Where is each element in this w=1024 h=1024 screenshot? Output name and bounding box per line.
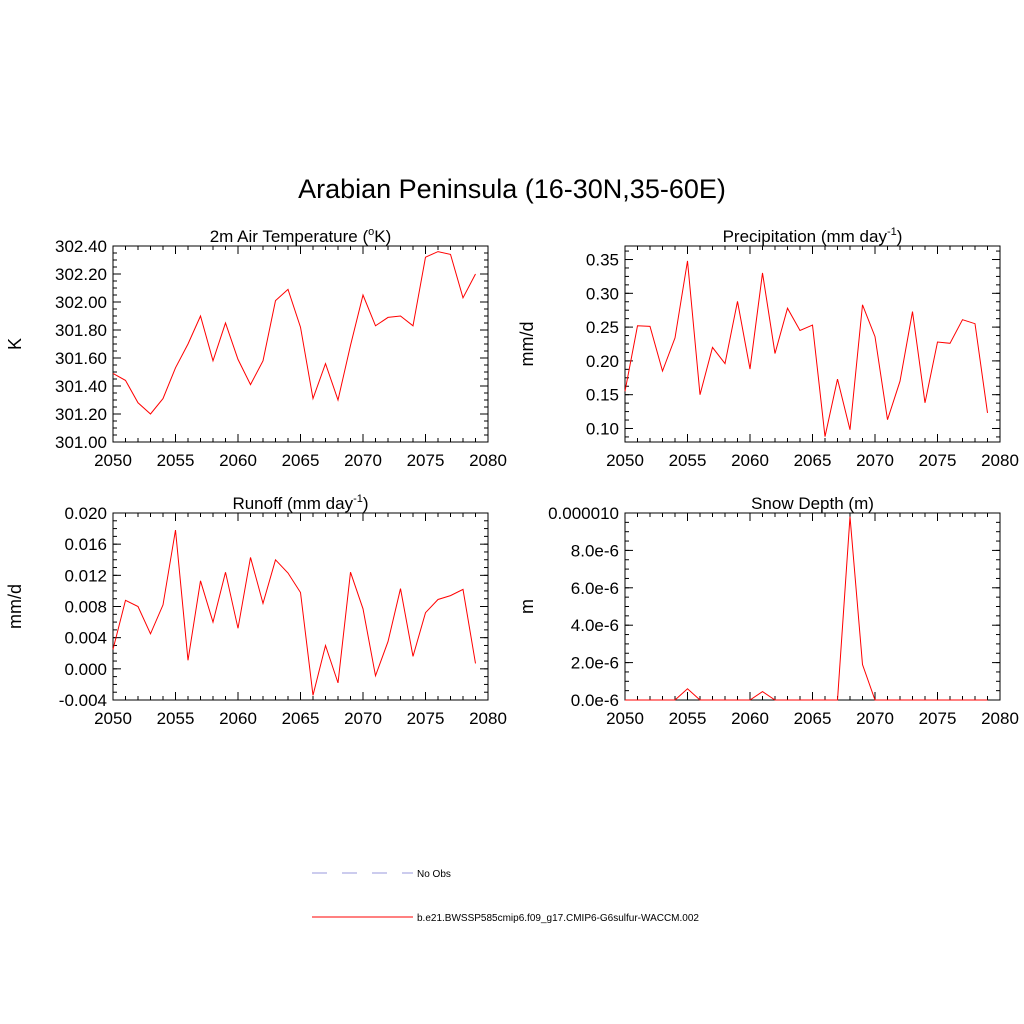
snow-depth-x-tick-label: 2050 xyxy=(606,709,644,728)
precipitation-x-tick-label: 2050 xyxy=(606,451,644,470)
air-temperature-y-tick-label: 301.40 xyxy=(55,377,107,396)
precipitation-y-tick-label: 0.10 xyxy=(586,419,619,438)
runoff-y-axis-label: mm/d xyxy=(5,584,25,629)
air-temperature-y-tick-label: 301.00 xyxy=(55,433,107,452)
snow-depth-y-tick-label: 2.0e-6 xyxy=(571,654,619,673)
legend: No Obs b.e21.BWSSP585cmip6.f09_g17.CMIP6… xyxy=(312,869,699,924)
runoff-y-tick-label: 0.016 xyxy=(64,535,107,554)
snow-depth-series-line xyxy=(625,516,988,701)
runoff-y-tick-label: 0.008 xyxy=(64,598,107,617)
legend-label-model-run: b.e21.BWSSP585cmip6.f09_g17.CMIP6-G6sulf… xyxy=(417,913,699,924)
runoff-x-tick-label: 2080 xyxy=(469,709,507,728)
precipitation-plot-frame xyxy=(624,245,1001,443)
precipitation-y-tick-label: 0.30 xyxy=(586,284,619,303)
runoff-x-tick-label: 2075 xyxy=(407,709,445,728)
snow-depth-x-tick-label: 2075 xyxy=(919,709,957,728)
precipitation-y-tick-label: 0.35 xyxy=(586,251,619,270)
precipitation-y-tick-label: 0.20 xyxy=(586,352,619,371)
runoff-y-tick-label: -0.004 xyxy=(59,691,107,710)
air-temperature-y-tick-label: 301.60 xyxy=(55,349,107,368)
air-temperature-plot-frame xyxy=(112,245,489,443)
snow-depth-x-tick-label: 2080 xyxy=(981,709,1019,728)
runoff-y-tick-label: 0.020 xyxy=(64,504,107,523)
snow-depth-panel-title: Snow Depth (m) xyxy=(751,494,874,513)
snow-depth-y-tick-label: 0.0e-6 xyxy=(571,691,619,710)
snow-depth-x-tick-label: 2065 xyxy=(794,709,832,728)
air-temperature-x-tick-label: 2050 xyxy=(94,451,132,470)
air-temperature-series-line xyxy=(112,251,476,415)
air-temperature-x-tick-label: 2070 xyxy=(344,451,382,470)
air-temperature-panel-title: 2m Air Temperature (oK) xyxy=(210,226,392,246)
panel-air-temperature: 2050 2055 2060 2065 2070 2075 2080 301.00 301.20… xyxy=(5,226,507,470)
runoff-panel-title: Runoff (mm day-1) xyxy=(232,493,368,513)
legend-label-no-obs: No Obs xyxy=(417,869,451,880)
air-temperature-y-tick-label: 302.20 xyxy=(55,265,107,284)
air-temperature-y-tick-label: 301.20 xyxy=(55,405,107,424)
snow-depth-x-tick-label: 2070 xyxy=(856,709,894,728)
snow-depth-y-tick-label: 4.0e-6 xyxy=(571,616,619,635)
air-temperature-y-tick-label: 302.40 xyxy=(55,237,107,256)
air-temperature-y-tick-label: 301.80 xyxy=(55,321,107,340)
runoff-series-line xyxy=(112,530,476,696)
runoff-y-tick-label: 0.004 xyxy=(64,629,107,648)
snow-depth-y-tick-label: 0.000010 xyxy=(548,504,619,523)
air-temperature-x-tick-label: 2065 xyxy=(282,451,320,470)
precipitation-panel-title: Precipitation (mm day-1) xyxy=(723,226,903,246)
air-temperature-x-tick-label: 2060 xyxy=(219,451,257,470)
runoff-x-tick-label: 2050 xyxy=(94,709,132,728)
runoff-x-tick-label: 2055 xyxy=(157,709,195,728)
runoff-y-tick-label: 0.000 xyxy=(64,660,107,679)
snow-depth-y-tick-label: 6.0e-6 xyxy=(571,579,619,598)
precipitation-y-axis-label: mm/d xyxy=(517,322,537,367)
precipitation-x-tick-label: 2060 xyxy=(731,451,769,470)
runoff-x-tick-label: 2060 xyxy=(219,709,257,728)
snow-depth-x-tick-label: 2060 xyxy=(731,709,769,728)
air-temperature-x-tick-label: 2055 xyxy=(157,451,195,470)
snow-depth-y-tick-label: 8.0e-6 xyxy=(571,541,619,560)
precipitation-x-tick-label: 2070 xyxy=(856,451,894,470)
precipitation-x-tick-label: 2080 xyxy=(981,451,1019,470)
figure-title: Arabian Peninsula (16-30N,35-60E) xyxy=(298,174,726,204)
air-temperature-x-tick-label: 2080 xyxy=(469,451,507,470)
runoff-x-tick-label: 2070 xyxy=(344,709,382,728)
precipitation-y-tick-label: 0.15 xyxy=(586,386,619,405)
snow-depth-plot-frame xyxy=(624,512,1001,701)
precipitation-x-tick-label: 2055 xyxy=(669,451,707,470)
air-temperature-y-tick-label: 302.00 xyxy=(55,293,107,312)
runoff-y-tick-label: 0.012 xyxy=(64,566,107,585)
panel-precipitation: 2050 2055 2060 2065 2070 2075 2080 0.10 0.15 0.20… xyxy=(517,226,1019,470)
runoff-x-tick-label: 2065 xyxy=(282,709,320,728)
air-temperature-y-axis-label: K xyxy=(5,338,25,350)
panel-snow-depth: 2050 2055 2060 2065 2070 2075 2080 0.0e-6 2.0e-6… xyxy=(517,494,1019,728)
snow-depth-x-tick-label: 2055 xyxy=(669,709,707,728)
precipitation-x-tick-label: 2065 xyxy=(794,451,832,470)
air-temperature-x-tick-label: 2075 xyxy=(407,451,445,470)
snow-depth-y-axis-label: m xyxy=(517,599,537,614)
precipitation-series-line xyxy=(624,260,988,437)
precipitation-y-tick-label: 0.25 xyxy=(586,318,619,337)
panel-runoff: 2050 2055 2060 2065 2070 2075 2080 -0.004 0.000 0… xyxy=(5,493,507,728)
precipitation-x-tick-label: 2075 xyxy=(919,451,957,470)
